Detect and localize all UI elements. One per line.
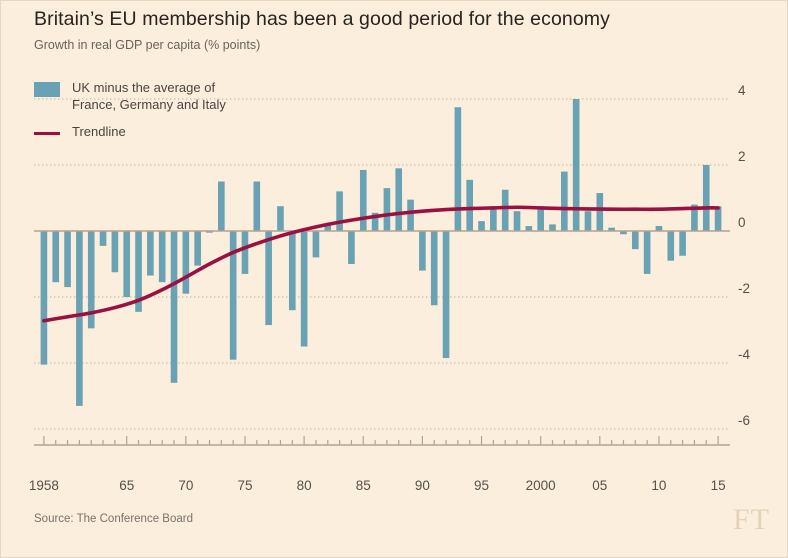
bar xyxy=(561,171,568,231)
bar xyxy=(229,231,237,360)
bar xyxy=(643,231,651,274)
legend-item-trendline: Trendline xyxy=(34,124,226,141)
bar xyxy=(99,231,107,246)
bar xyxy=(123,231,131,297)
page-title: Britain’s EU membership has been a good … xyxy=(34,8,610,30)
bar xyxy=(608,227,615,231)
bar xyxy=(691,204,698,231)
legend-item-bars: UK minus the average of France, Germany … xyxy=(34,80,226,113)
x-axis-tick-label: 70 xyxy=(178,478,194,493)
bar xyxy=(300,231,308,347)
legend-label-bars: UK minus the average of France, Germany … xyxy=(72,80,226,112)
bar xyxy=(596,193,604,231)
bar xyxy=(371,212,379,231)
y-axis-tick-label: 0 xyxy=(738,215,746,230)
chart-canvas xyxy=(34,98,730,446)
chart-x-axis xyxy=(34,436,730,446)
y-axis-tick-label: -6 xyxy=(738,413,751,428)
bar xyxy=(182,231,190,294)
bar xyxy=(537,206,544,231)
bar xyxy=(359,169,367,231)
bar xyxy=(407,199,414,231)
bar xyxy=(170,231,178,383)
bar xyxy=(277,206,284,231)
x-axis-tick-label: 10 xyxy=(651,478,667,493)
x-axis-tick-label: 90 xyxy=(414,478,430,493)
bar xyxy=(395,168,403,231)
bar xyxy=(490,206,497,231)
bar xyxy=(206,231,213,233)
bar xyxy=(513,211,521,231)
bar xyxy=(158,231,166,283)
bar xyxy=(631,231,639,250)
bar xyxy=(679,231,686,256)
bar xyxy=(40,231,48,365)
x-axis-tick-label: 80 xyxy=(296,478,312,493)
bar xyxy=(430,231,438,306)
bar xyxy=(667,231,675,261)
chart-bars xyxy=(40,99,722,406)
chart-legend: UK minus the average of France, Germany … xyxy=(34,80,226,141)
x-axis-tick-label: 75 xyxy=(237,478,253,493)
bar xyxy=(336,191,343,231)
bar xyxy=(584,211,592,231)
bar xyxy=(135,231,142,312)
bar xyxy=(501,189,509,231)
bar xyxy=(288,231,296,311)
bar xyxy=(419,231,426,271)
x-axis-tick-label: 95 xyxy=(474,478,490,493)
bar xyxy=(253,181,261,231)
y-axis-tick-label: 2 xyxy=(738,149,746,164)
bar xyxy=(312,231,320,258)
bar xyxy=(478,221,485,231)
bar xyxy=(525,226,533,231)
bar xyxy=(76,231,83,406)
bar xyxy=(549,224,556,231)
x-axis-tick-label: 2000 xyxy=(525,478,556,493)
bar xyxy=(147,231,154,276)
chart-plot-area xyxy=(34,85,734,455)
bar xyxy=(241,231,249,274)
chart-gridlines xyxy=(34,98,730,430)
y-axis-tick-label: -4 xyxy=(738,347,751,362)
x-axis-tick-label: 1958 xyxy=(28,478,59,493)
bar xyxy=(194,231,201,266)
bar xyxy=(454,107,462,231)
bar xyxy=(348,231,355,264)
legend-label-trendline: Trendline xyxy=(72,124,126,139)
bar xyxy=(111,231,119,273)
bar xyxy=(218,181,225,231)
legend-line-icon xyxy=(34,126,60,141)
x-axis-tick-label: 65 xyxy=(119,478,135,493)
source-note: Source: The Conference Board xyxy=(34,513,193,525)
bar xyxy=(655,226,663,231)
bar xyxy=(702,165,710,231)
bar xyxy=(620,231,627,235)
chart-trendline xyxy=(42,205,720,323)
legend-swatch-icon xyxy=(34,82,60,97)
chart-subtitle: Growth in real GDP per capita (% points) xyxy=(34,38,261,52)
bar xyxy=(383,188,391,231)
bar xyxy=(64,231,71,288)
bar xyxy=(714,206,722,231)
bar xyxy=(466,179,474,231)
bar xyxy=(87,231,95,329)
bar xyxy=(442,231,450,359)
bar xyxy=(265,231,272,326)
y-axis-tick-label: 4 xyxy=(738,83,746,98)
y-axis-tick-label: -2 xyxy=(738,281,751,296)
ft-logo: FT xyxy=(732,503,770,536)
bar xyxy=(324,224,332,231)
x-axis-tick-label: 85 xyxy=(355,478,371,493)
bar xyxy=(52,231,60,283)
x-axis-tick-label: 05 xyxy=(592,478,608,493)
x-axis-tick-label: 15 xyxy=(710,478,726,493)
bar xyxy=(572,99,580,231)
